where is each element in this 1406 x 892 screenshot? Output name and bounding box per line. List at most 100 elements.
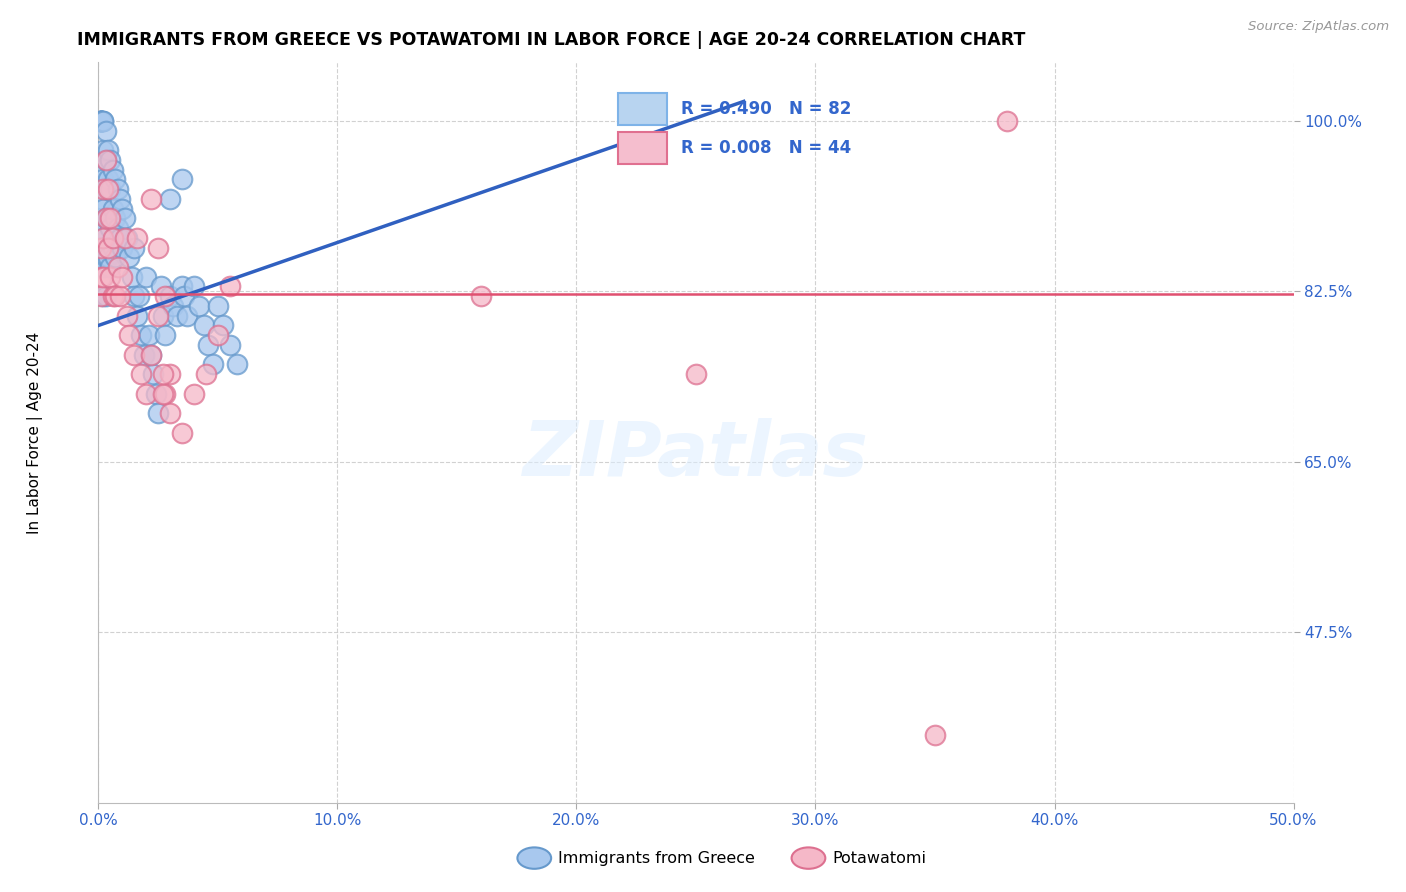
- Point: [139, 348, 162, 362]
- Point: [148, 309, 170, 323]
- Point: [924, 728, 946, 742]
- Point: [101, 202, 124, 216]
- Point: [195, 367, 218, 381]
- Point: [91, 143, 114, 157]
- Point: [94, 211, 117, 226]
- Point: [91, 269, 114, 284]
- Point: [183, 386, 205, 401]
- Point: [94, 211, 117, 226]
- Point: [115, 309, 138, 323]
- Point: [90, 192, 112, 206]
- Point: [211, 318, 233, 333]
- Point: [90, 114, 112, 128]
- Point: [995, 114, 1018, 128]
- Point: [172, 425, 194, 440]
- Point: [166, 309, 188, 323]
- Point: [138, 328, 160, 343]
- Point: [94, 123, 117, 137]
- Point: [97, 250, 120, 264]
- Y-axis label: In Labor Force | Age 20-24: In Labor Force | Age 20-24: [27, 332, 42, 533]
- Point: [118, 250, 141, 264]
- Point: [124, 240, 146, 255]
- Point: [124, 289, 146, 303]
- Point: [108, 231, 131, 245]
- Point: [132, 348, 155, 362]
- Point: [142, 367, 165, 381]
- Point: [152, 367, 174, 381]
- Text: Immigrants from Greece: Immigrants from Greece: [558, 851, 755, 865]
- Point: [173, 289, 195, 303]
- Point: [98, 211, 122, 226]
- Point: [98, 269, 122, 284]
- Point: [104, 211, 127, 226]
- Point: [94, 153, 117, 167]
- Point: [98, 221, 122, 235]
- Point: [91, 202, 114, 216]
- Point: [91, 231, 114, 245]
- Point: [155, 289, 177, 303]
- Point: [202, 358, 225, 372]
- Point: [152, 386, 174, 401]
- Point: [118, 328, 141, 343]
- Point: [135, 386, 157, 401]
- Point: [90, 221, 112, 235]
- Point: [121, 269, 143, 284]
- Point: [131, 328, 153, 343]
- Point: [101, 240, 124, 255]
- Point: [107, 182, 129, 196]
- Point: [128, 289, 150, 303]
- Point: [94, 250, 117, 264]
- Point: [90, 240, 112, 255]
- Point: [91, 172, 114, 186]
- Point: [101, 289, 124, 303]
- Point: [97, 211, 120, 226]
- Point: [172, 172, 194, 186]
- Point: [114, 231, 136, 245]
- Point: [101, 231, 124, 245]
- Point: [90, 289, 112, 303]
- Point: [148, 406, 170, 420]
- Point: [107, 221, 129, 235]
- Point: [197, 338, 219, 352]
- Point: [90, 114, 112, 128]
- Point: [124, 348, 146, 362]
- Point: [101, 162, 124, 177]
- Point: [172, 279, 194, 293]
- Point: [685, 367, 707, 381]
- Point: [91, 231, 114, 245]
- Point: [193, 318, 215, 333]
- Point: [125, 309, 148, 323]
- Point: [90, 114, 112, 128]
- Text: ZIPatlas: ZIPatlas: [523, 417, 869, 491]
- Point: [97, 240, 120, 255]
- Point: [115, 231, 138, 245]
- Point: [111, 202, 134, 216]
- Point: [97, 172, 120, 186]
- Point: [131, 367, 153, 381]
- Point: [125, 231, 148, 245]
- Point: [90, 114, 112, 128]
- Point: [94, 182, 117, 196]
- Point: [97, 143, 120, 157]
- Point: [159, 406, 181, 420]
- Point: [135, 269, 157, 284]
- Text: IMMIGRANTS FROM GREECE VS POTAWATOMI IN LABOR FORCE | AGE 20-24 CORRELATION CHAR: IMMIGRANTS FROM GREECE VS POTAWATOMI IN …: [77, 31, 1026, 49]
- Point: [104, 250, 127, 264]
- Point: [219, 279, 242, 293]
- Point: [90, 250, 112, 264]
- Point: [91, 260, 114, 274]
- Point: [152, 309, 174, 323]
- Point: [148, 240, 170, 255]
- Point: [90, 162, 112, 177]
- Point: [91, 114, 114, 128]
- Point: [97, 182, 120, 196]
- Point: [91, 289, 114, 303]
- Point: [90, 114, 112, 128]
- Point: [149, 279, 172, 293]
- Point: [108, 289, 131, 303]
- Point: [111, 240, 134, 255]
- Point: [98, 153, 122, 167]
- Point: [91, 182, 114, 196]
- Point: [207, 299, 229, 313]
- Point: [159, 367, 181, 381]
